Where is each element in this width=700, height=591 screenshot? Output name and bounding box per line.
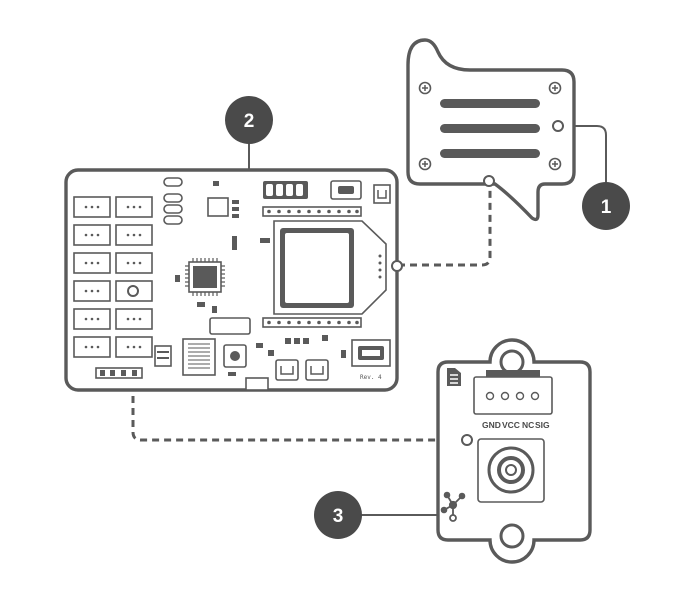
microcontroller-chip xyxy=(185,258,225,296)
mounting-hole-top xyxy=(499,349,525,375)
wire-board-to-sensor xyxy=(131,300,466,442)
sensor-connector xyxy=(473,370,553,415)
main-board: Rev. 4 xyxy=(64,168,403,392)
sensor-pin-label-vcc: VCC xyxy=(502,420,520,430)
network-icon xyxy=(440,491,466,522)
speaker-module xyxy=(406,38,576,222)
sensor-pin-label-nc: NC xyxy=(522,420,534,430)
callout-badge-1: 1 xyxy=(582,182,630,230)
wire-speaker-to-board xyxy=(398,182,492,267)
board-port-speaker xyxy=(391,260,403,272)
radio-module xyxy=(262,206,387,328)
svg-text:1: 1 xyxy=(601,197,612,218)
list-icon xyxy=(447,368,461,386)
screw-hole-icon xyxy=(418,81,562,171)
callout-line-1 xyxy=(557,125,607,190)
svg-text:2: 2 xyxy=(244,111,255,132)
board-header-strip xyxy=(95,367,143,379)
callout-badge-3: 3 xyxy=(314,491,362,539)
callout-badge-2: 2 xyxy=(225,96,273,144)
sensor-module: GND VCC NC SIG xyxy=(436,338,592,564)
sensor-pin-label-gnd: GND xyxy=(482,420,501,430)
board-port-sensor xyxy=(127,285,139,297)
speaker-terminal xyxy=(552,120,564,132)
sensor-pin-label-sig: SIG xyxy=(535,420,550,430)
speaker-grille xyxy=(440,99,540,158)
svg-text:3: 3 xyxy=(333,506,344,527)
connector-grid xyxy=(73,196,153,358)
speaker-port xyxy=(483,175,495,187)
sensor-port xyxy=(461,434,473,446)
board-revision-label: Rev. 4 xyxy=(360,374,382,381)
mounting-hole-bottom xyxy=(499,523,525,549)
sensor-element xyxy=(477,438,545,503)
